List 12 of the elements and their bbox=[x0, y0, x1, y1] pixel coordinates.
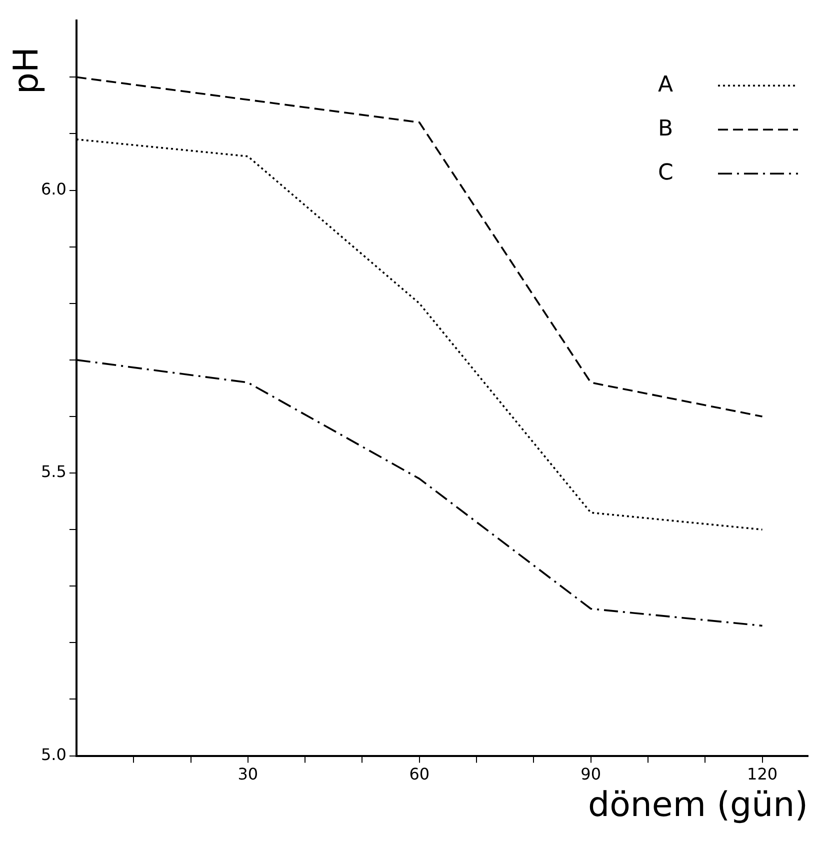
x-tick-label: 90 bbox=[580, 764, 601, 784]
x-tick-label: 60 bbox=[409, 764, 430, 784]
y-tick-label: 6.0 bbox=[40, 179, 66, 198]
x-axis-title: dönem (gün) bbox=[588, 784, 808, 825]
legend-label: C bbox=[658, 160, 674, 186]
y-axis-title: pH bbox=[6, 47, 46, 94]
y-tick-label: 5.5 bbox=[40, 462, 66, 482]
legend-label: A bbox=[658, 72, 674, 98]
x-tick-label: 120 bbox=[747, 764, 778, 784]
legend-label: B bbox=[658, 116, 674, 142]
y-tick-label: 5.0 bbox=[40, 744, 66, 764]
x-tick-label: 30 bbox=[238, 764, 258, 784]
